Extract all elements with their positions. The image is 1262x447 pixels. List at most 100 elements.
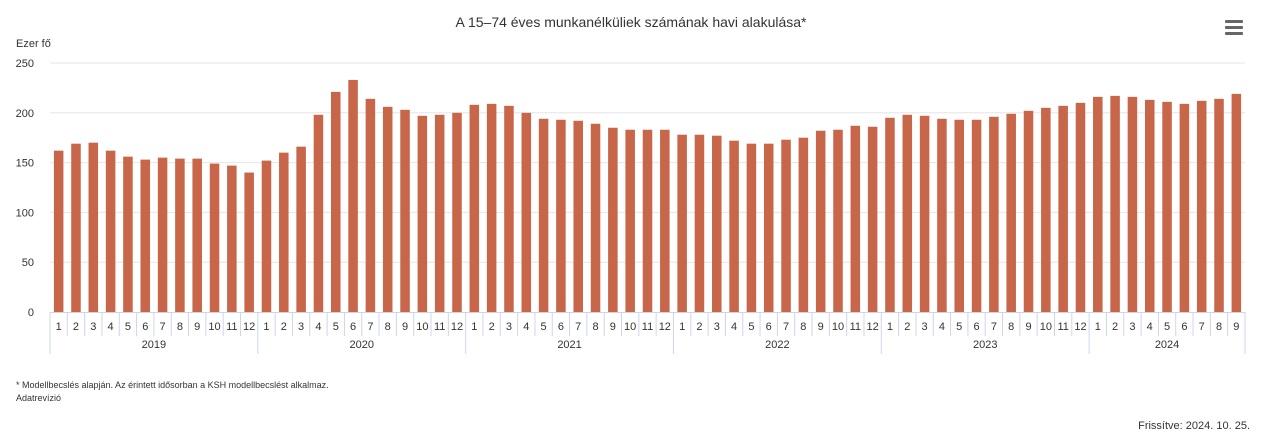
menu-line	[1225, 26, 1243, 29]
bar	[919, 115, 930, 313]
x-tick-label: 7	[1199, 321, 1205, 333]
x-tick-label: 10	[624, 321, 636, 333]
bar	[140, 159, 151, 312]
bar	[815, 130, 826, 312]
y-tick-label: 200	[16, 108, 34, 120]
x-tick-label: 9	[818, 321, 824, 333]
y-tick-label: 100	[16, 207, 34, 219]
x-tick-label: 4	[315, 321, 321, 333]
year-label: 2022	[765, 339, 789, 351]
x-tick-label: 1	[263, 321, 269, 333]
x-tick-label: 10	[208, 321, 220, 333]
bar	[330, 91, 341, 312]
bar	[296, 146, 306, 312]
x-tick-label: 7	[160, 321, 166, 333]
x-tick-label: 9	[1233, 321, 1239, 333]
x-tick-label: 5	[748, 321, 754, 333]
bar	[1179, 103, 1190, 312]
bar	[660, 129, 670, 312]
bar	[71, 143, 81, 312]
updated-date: Frissítve: 2024. 10. 25.	[1138, 420, 1250, 432]
x-tick-label: 5	[125, 321, 131, 333]
bar	[1041, 107, 1051, 312]
x-tick-label: 3	[1129, 321, 1135, 333]
bar	[989, 116, 999, 312]
bar	[53, 150, 64, 312]
x-tick-label: 6	[766, 321, 772, 333]
year-label: 2019	[142, 339, 166, 351]
x-tick-label: 2	[489, 321, 495, 333]
x-tick-label: 7	[367, 321, 373, 333]
bar	[850, 125, 861, 312]
x-tick-label: 4	[108, 321, 114, 333]
bar	[313, 114, 324, 313]
bar	[885, 117, 895, 312]
y-tick-label: 150	[16, 158, 34, 170]
bar	[712, 135, 722, 312]
data-revision-link[interactable]: Adatrevízió	[16, 393, 62, 403]
x-tick-label: 10	[1040, 321, 1052, 333]
x-tick-label: 8	[177, 321, 183, 333]
x-tick-label: 8	[800, 321, 806, 333]
x-tick-label: 8	[1216, 321, 1222, 333]
x-tick-label: 2	[281, 321, 287, 333]
x-tick-label: 11	[226, 321, 237, 333]
x-tick-label: 2	[904, 321, 910, 333]
x-tick-label: 2	[696, 321, 702, 333]
year-label: 2024	[1155, 339, 1179, 351]
bar	[88, 142, 99, 312]
x-tick-label: 8	[1008, 321, 1014, 333]
x-tick-label: 3	[922, 321, 928, 333]
x-tick-label: 5	[1164, 321, 1170, 333]
bar	[1023, 110, 1034, 312]
x-tick-label: 5	[333, 321, 339, 333]
x-tick-label: 12	[451, 321, 463, 333]
bar	[798, 137, 809, 312]
x-tick-label: 1	[471, 321, 477, 333]
bar	[452, 112, 462, 312]
x-tick-label: 9	[1025, 321, 1031, 333]
bar	[244, 172, 254, 312]
x-tick-label: 4	[1147, 321, 1153, 333]
bar	[625, 129, 635, 312]
bar	[1196, 100, 1207, 313]
x-tick-label: 2	[73, 321, 79, 333]
x-tick-label: 12	[1074, 321, 1086, 333]
bar	[105, 150, 116, 312]
bar	[123, 156, 133, 312]
bar	[365, 98, 376, 312]
x-tick-label: 12	[659, 321, 671, 333]
bar	[157, 157, 168, 312]
x-tick-label: 3	[298, 321, 304, 333]
y-axis-label: Ezer fő	[16, 38, 51, 50]
bar	[590, 123, 601, 312]
x-tick-label: 9	[610, 321, 616, 333]
bar	[209, 163, 220, 312]
bar	[261, 160, 272, 312]
bar	[469, 104, 480, 312]
x-tick-label: 4	[939, 321, 945, 333]
x-tick-label: 2	[1112, 321, 1118, 333]
bar	[1144, 99, 1155, 313]
x-tick-label: 3	[506, 321, 512, 333]
bar	[971, 119, 982, 312]
x-tick-label: 11	[642, 321, 653, 333]
bar	[227, 165, 237, 312]
footnote-text: * Modellbecslés alapján. Az érintett idő…	[16, 380, 329, 390]
x-tick-label: 8	[592, 321, 598, 333]
x-tick-label: 11	[434, 321, 445, 333]
bar	[694, 134, 705, 312]
x-tick-label: 5	[956, 321, 962, 333]
bar	[1231, 93, 1242, 312]
x-tick-label: 6	[350, 321, 356, 333]
bar	[504, 105, 514, 312]
bar	[521, 112, 532, 312]
y-tick-label: 250	[16, 58, 34, 70]
hamburger-menu-icon[interactable]	[1225, 20, 1243, 36]
bar	[642, 129, 653, 312]
x-tick-label: 12	[867, 321, 879, 333]
x-tick-label: 1	[887, 321, 893, 333]
y-tick-label: 50	[22, 257, 34, 269]
bar	[763, 143, 774, 312]
chart-title: A 15–74 éves munkanélküliek számának hav…	[455, 14, 807, 30]
